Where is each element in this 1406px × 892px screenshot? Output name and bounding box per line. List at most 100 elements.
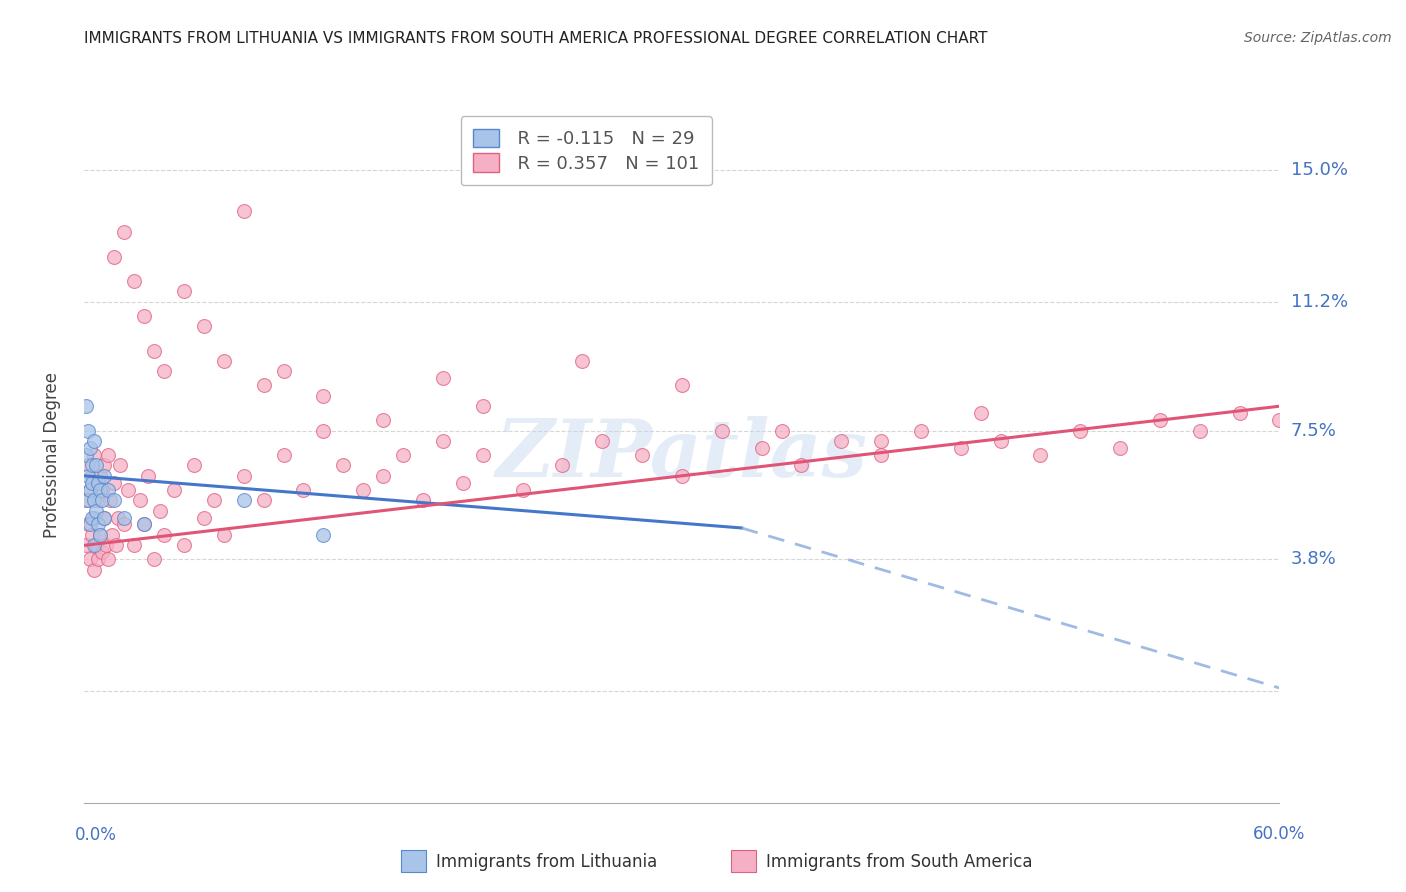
Point (312, 424, 335, 438)
Point (173, 538, 195, 552)
Point (1149, 413, 1171, 427)
Point (75, 448, 97, 462)
Point (79, 517, 101, 532)
Point (89, 528, 111, 542)
Point (1109, 441, 1132, 455)
Point (312, 528, 335, 542)
Point (86, 475, 108, 490)
Y-axis label: Professional Degree: Professional Degree (42, 372, 60, 538)
Text: 0.0%: 0.0% (75, 827, 117, 845)
Point (112, 517, 135, 532)
Point (193, 319, 215, 334)
Point (75, 538, 97, 552)
Point (82, 468, 104, 483)
Point (1188, 424, 1211, 438)
Point (89, 483, 111, 497)
Point (112, 510, 135, 524)
Point (451, 475, 474, 490)
Point (75, 399, 97, 413)
Point (82, 528, 104, 542)
Point (970, 406, 993, 420)
Point (571, 354, 593, 368)
Point (830, 434, 852, 448)
Point (77, 458, 100, 473)
Point (83, 563, 105, 577)
Point (93, 510, 115, 524)
Text: Immigrants from South America: Immigrants from South America (766, 853, 1033, 871)
Point (412, 493, 434, 508)
Point (103, 475, 125, 490)
Point (129, 493, 152, 508)
Point (122, 274, 145, 288)
Point (75, 493, 97, 508)
Text: 15.0%: 15.0% (1291, 161, 1347, 178)
Point (193, 510, 215, 524)
Point (82, 475, 104, 490)
Point (97, 448, 120, 462)
Text: 60.0%: 60.0% (1253, 825, 1306, 843)
Point (79, 441, 101, 455)
Point (591, 434, 613, 448)
Point (91, 493, 114, 508)
Point (82, 458, 104, 473)
Point (371, 413, 394, 427)
Point (751, 441, 773, 455)
Point (870, 434, 893, 448)
Point (173, 285, 195, 299)
Point (1069, 424, 1091, 438)
Point (790, 458, 813, 473)
Point (86, 458, 108, 473)
Point (96, 538, 118, 552)
Point (312, 389, 335, 403)
Point (77, 493, 100, 508)
Legend:   R = -0.115   N = 29,   R = 0.357   N = 101: R = -0.115 N = 29, R = 0.357 N = 101 (461, 116, 711, 186)
Point (110, 458, 132, 473)
Point (97, 552, 120, 566)
Point (77, 424, 100, 438)
Point (352, 483, 374, 497)
Point (232, 468, 254, 483)
Point (432, 371, 454, 385)
Point (183, 458, 205, 473)
Point (122, 538, 145, 552)
Point (87, 517, 110, 532)
Point (212, 354, 235, 368)
Point (253, 378, 276, 392)
Point (93, 510, 115, 524)
Text: 7.5%: 7.5% (1291, 422, 1337, 440)
Point (273, 364, 295, 378)
Point (103, 250, 125, 264)
Point (202, 493, 225, 508)
Point (770, 424, 793, 438)
Point (132, 517, 156, 532)
Point (112, 225, 135, 239)
Point (153, 528, 176, 542)
Point (149, 503, 172, 517)
Point (392, 448, 415, 462)
Point (132, 517, 156, 532)
Point (910, 424, 932, 438)
Point (136, 468, 159, 483)
Point (870, 448, 893, 462)
Text: 3.8%: 3.8% (1291, 550, 1336, 568)
Point (512, 483, 534, 497)
Point (87, 493, 110, 508)
Point (949, 441, 972, 455)
Point (332, 458, 354, 473)
Point (83, 493, 105, 508)
Point (101, 528, 124, 542)
Point (83, 538, 105, 552)
Point (83, 434, 105, 448)
Point (432, 434, 454, 448)
Point (671, 378, 693, 392)
Point (143, 343, 166, 358)
Point (79, 483, 101, 497)
Point (107, 510, 129, 524)
Point (89, 468, 111, 483)
Point (212, 528, 235, 542)
Point (97, 483, 120, 497)
Point (163, 483, 186, 497)
Point (132, 309, 156, 323)
Point (91, 483, 114, 497)
Point (273, 448, 295, 462)
